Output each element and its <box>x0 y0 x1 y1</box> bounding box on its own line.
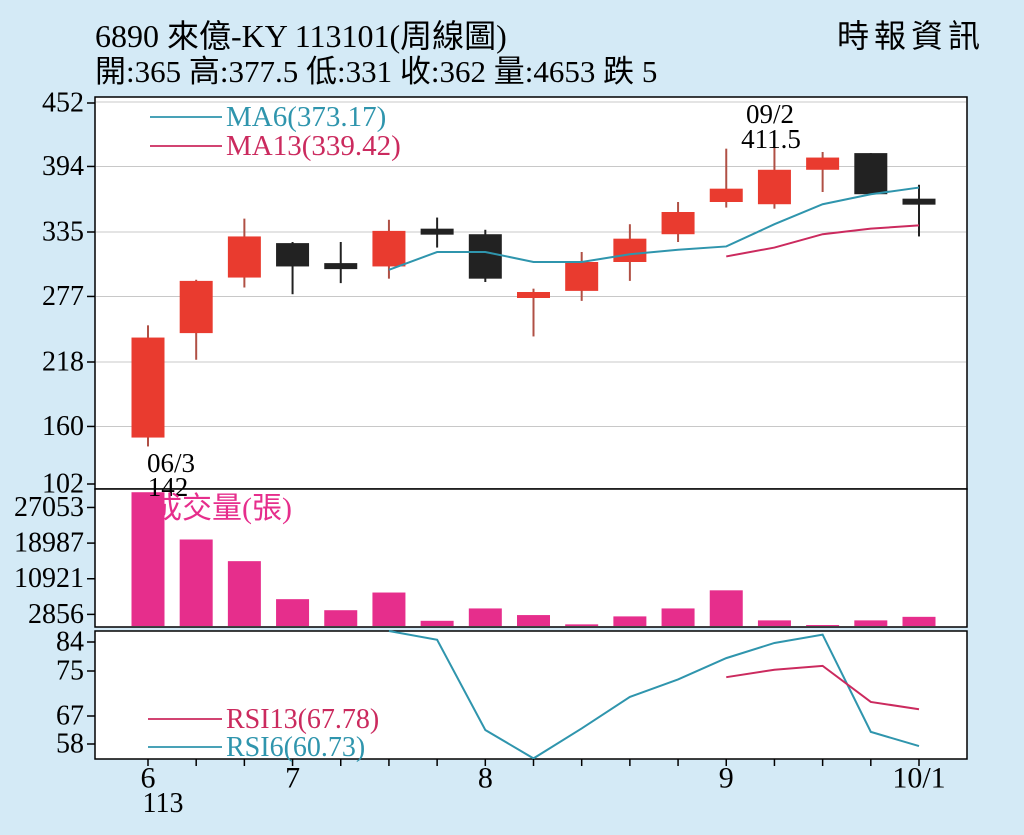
price-axis-label: 452 <box>42 88 84 119</box>
x-axis-label: 6 <box>141 762 156 795</box>
price-axis-label: 335 <box>42 217 84 248</box>
legend-rsi6: RSI6(60.73) <box>226 732 366 763</box>
candle-body <box>372 230 406 267</box>
price-axis-label: 218 <box>42 347 84 378</box>
rsi6-line <box>388 630 920 760</box>
legend-ma6: MA6(373.17) <box>226 101 387 133</box>
volume-bar <box>517 615 550 626</box>
x-axis-year-label: 113 <box>142 788 184 819</box>
candle-body <box>854 153 888 195</box>
candle-body <box>420 228 454 235</box>
candle-body <box>661 212 695 235</box>
annotation-low-price: 142 <box>147 472 189 502</box>
rsi-axis-label: 84 <box>56 627 84 658</box>
candle-body <box>276 243 310 267</box>
volume-bar <box>324 610 358 626</box>
price-axis-label: 394 <box>42 151 84 182</box>
volume-bar <box>661 608 695 626</box>
x-axis-label: 10/1 <box>892 762 945 795</box>
volume-axis-label: 27053 <box>14 492 84 523</box>
price-axis-label: 102 <box>42 469 84 500</box>
annotation-high-date: 09/2 <box>745 99 795 129</box>
ma6-line <box>388 186 920 271</box>
x-axis-label: 8 <box>478 762 493 795</box>
candle-body <box>179 280 213 334</box>
volume-bar <box>468 608 502 626</box>
price-stats: 開:365 高:377.5 低:331 收:362 量:4653 跌 5 <box>95 54 658 89</box>
volume-bar <box>420 620 454 626</box>
volume-bar <box>709 590 743 626</box>
volume-bar <box>613 616 647 626</box>
legend-rsi13: RSI13(67.78) <box>226 704 380 735</box>
volume-bar <box>806 625 840 626</box>
page-title: 6890 來億-KY 113101(周線圖) <box>95 18 507 54</box>
ma13-line <box>726 224 920 258</box>
volume-bar <box>902 616 936 626</box>
volume-title: 成交量(張) <box>152 492 292 525</box>
volume-bar <box>854 620 888 626</box>
volume-bar <box>131 492 165 626</box>
volume-bar <box>276 599 310 626</box>
rsi-axis-label: 67 <box>56 701 84 732</box>
candle-body <box>324 263 358 270</box>
rsi13-line <box>726 664 920 711</box>
legend-ma13: MA13(339.42) <box>226 130 401 162</box>
volume-axis-label: 18987 <box>14 528 84 559</box>
rsi-axis-label: 75 <box>56 656 84 687</box>
candle-body <box>709 188 743 202</box>
volume-bar <box>757 620 791 626</box>
candle-body <box>565 262 599 291</box>
candle-body <box>902 198 936 205</box>
candle-body <box>757 169 791 205</box>
volume-bar <box>565 624 599 626</box>
volume-bar <box>372 592 406 626</box>
candle-body <box>613 238 647 262</box>
candle-body <box>517 292 550 298</box>
candle-body <box>806 157 840 170</box>
price-axis-label: 160 <box>42 411 84 442</box>
price-axis-label: 277 <box>42 281 84 312</box>
candle-body <box>131 337 165 438</box>
x-axis-label: 9 <box>719 762 734 795</box>
volume-axis-label: 2856 <box>28 599 84 630</box>
x-axis-label: 7 <box>285 762 300 795</box>
source-label: 時報資訊 <box>836 18 985 54</box>
candle-body <box>227 236 261 278</box>
volume-axis-label: 10921 <box>14 563 84 594</box>
rsi-axis-label: 58 <box>56 729 84 760</box>
annotation-high-price: 411.5 <box>741 124 801 154</box>
volume-bar <box>227 561 261 626</box>
rsi-panel <box>94 630 968 760</box>
annotation-low-date: 06/3 <box>146 448 196 478</box>
candle-body <box>468 234 502 279</box>
volume-bar <box>179 539 213 626</box>
